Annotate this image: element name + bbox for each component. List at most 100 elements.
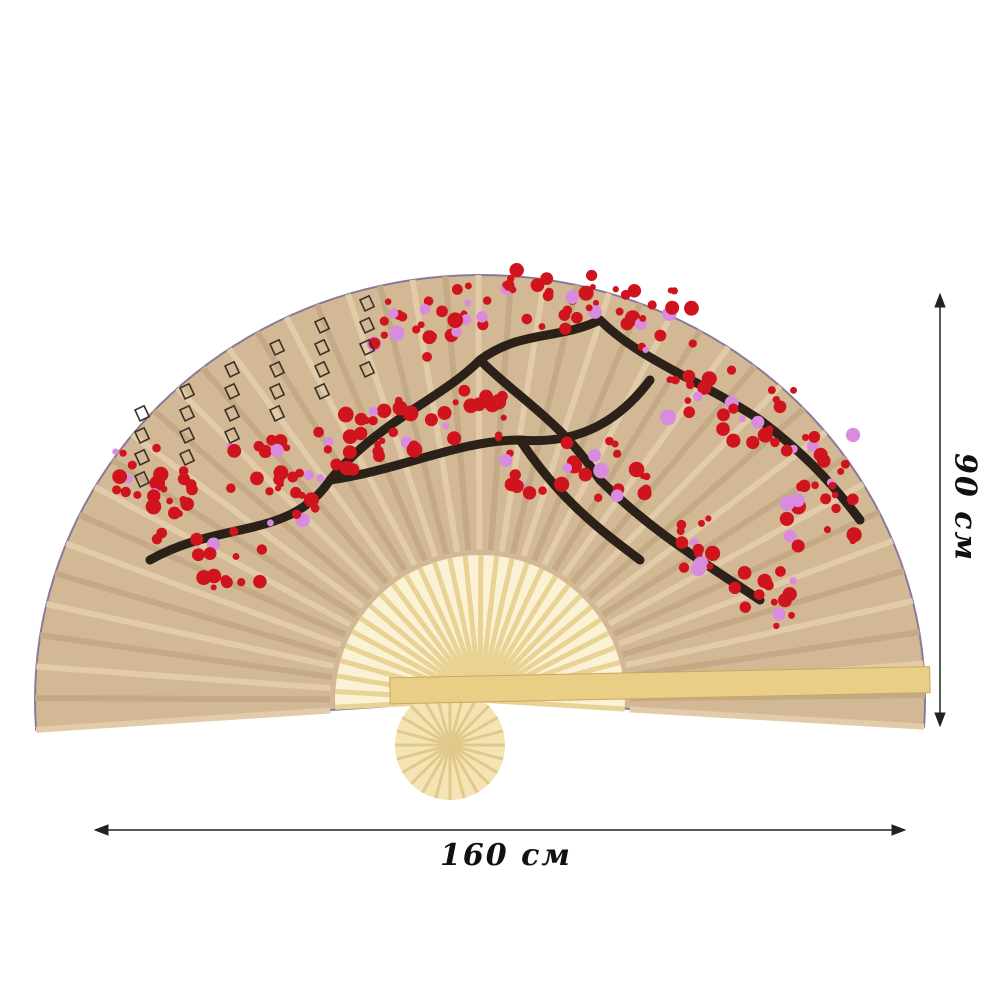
blossom: [229, 526, 239, 537]
blossom: [612, 449, 622, 458]
blossom: [571, 311, 583, 324]
blossom: [437, 406, 452, 420]
blossom: [637, 486, 652, 501]
blossom: [670, 287, 678, 295]
blossom: [605, 436, 614, 446]
blossom: [660, 409, 676, 426]
blossom: [538, 486, 547, 495]
blossom: [506, 274, 515, 283]
blossom: [178, 466, 189, 476]
blossom: [692, 543, 704, 555]
blossom: [316, 474, 325, 483]
blossom: [773, 400, 787, 414]
blossom: [697, 519, 706, 527]
fan-rib: [36, 663, 331, 692]
blossom: [530, 278, 545, 292]
blossom: [127, 460, 137, 470]
blossom: [265, 487, 274, 496]
blossom: [133, 490, 142, 499]
blossom: [845, 427, 861, 443]
blossom: [226, 483, 236, 493]
blossom: [376, 403, 392, 419]
blossom: [424, 413, 438, 427]
blossom: [250, 471, 264, 486]
blossom: [388, 308, 399, 319]
calligraphy-inscription: [133, 294, 376, 488]
blossom: [846, 493, 859, 506]
blossom: [458, 384, 471, 397]
blossom: [120, 486, 131, 498]
blossom: [499, 453, 513, 467]
blossom: [447, 312, 464, 329]
blossom: [751, 415, 765, 429]
fan-rib: [487, 275, 515, 551]
blossom: [330, 458, 343, 471]
blossom: [362, 416, 371, 425]
blossom: [156, 527, 168, 539]
blossom: [374, 440, 382, 448]
blossom: [578, 467, 593, 482]
blossom: [647, 300, 657, 310]
fan-rib: [130, 432, 365, 609]
blossom: [221, 576, 233, 589]
blossom: [779, 511, 794, 526]
blossom: [693, 556, 709, 573]
blossom: [180, 497, 195, 511]
blossom: [494, 431, 503, 439]
fan-rib: [65, 540, 342, 648]
blossom: [509, 262, 524, 278]
blossom: [831, 491, 839, 499]
blossom: [849, 538, 856, 545]
blossom: [783, 529, 797, 543]
blossom: [684, 397, 692, 405]
blossom: [823, 526, 832, 534]
blossom: [368, 406, 378, 416]
blossom: [840, 459, 850, 469]
blossom: [177, 473, 191, 486]
blossom: [422, 351, 432, 362]
fan-rib: [152, 408, 373, 601]
blossom: [303, 470, 314, 481]
blossom: [820, 493, 832, 505]
blossom: [675, 536, 689, 549]
blossom: [153, 466, 169, 482]
blossom: [287, 471, 299, 483]
blossom: [684, 300, 699, 316]
blossom: [683, 406, 695, 419]
plum-branch: [145, 315, 605, 565]
blossom: [191, 548, 205, 562]
fan-rib: [34, 695, 331, 703]
blossom: [615, 307, 624, 316]
fan-rib: [622, 567, 905, 658]
blossom: [728, 403, 739, 414]
blossom: [253, 440, 265, 452]
blossom: [828, 481, 837, 490]
blossom: [232, 553, 240, 560]
blossom: [586, 269, 598, 282]
fan-rib: [39, 632, 333, 681]
blossom: [588, 449, 602, 462]
blossom: [770, 598, 778, 606]
blossom: [408, 440, 420, 452]
blossom: [166, 497, 174, 505]
fan-handle: [389, 666, 931, 705]
blossom: [203, 547, 217, 561]
blossom: [772, 607, 786, 621]
blossom: [337, 406, 354, 423]
blossom: [266, 519, 274, 527]
blossom: [746, 435, 760, 450]
fan-rib: [93, 484, 352, 628]
blossom: [801, 433, 810, 442]
blossom: [682, 369, 696, 383]
blossom: [324, 437, 334, 447]
blossom: [627, 284, 642, 298]
blossom: [610, 489, 624, 502]
blossom: [642, 472, 651, 481]
blossom: [476, 311, 488, 323]
blossom: [190, 532, 204, 546]
width-label: 160 см: [440, 838, 572, 873]
blossom: [464, 282, 472, 290]
blossom: [303, 492, 319, 508]
plum-branch: [515, 435, 645, 565]
blossom: [504, 477, 519, 492]
